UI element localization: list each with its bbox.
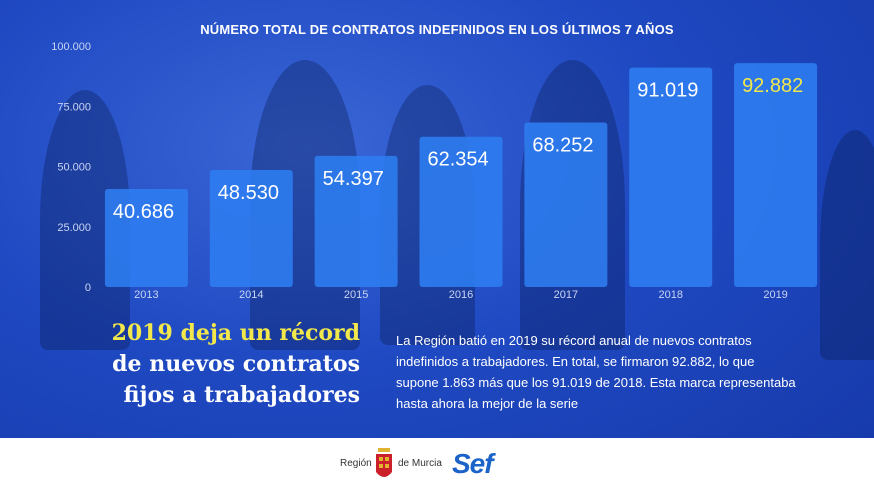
x-tick-label: 2019 [763, 289, 787, 301]
bar [209, 170, 293, 287]
footer-logos: Región de Murcia Sef [0, 438, 874, 491]
summary-paragraph: La Región batió en 2019 su récord anual … [396, 333, 796, 411]
background-silhouette [820, 130, 874, 360]
headline: 2019 deja un récord de nuevos contratos … [60, 318, 360, 411]
y-tick-label: 0 [85, 282, 91, 294]
x-tick-label: 2018 [658, 289, 682, 301]
headline-line-3: fijos a trabajadores [123, 382, 360, 408]
bar [419, 136, 503, 287]
chart-title: NÚMERO TOTAL DE CONTRATOS INDEFINIDOS EN… [200, 22, 674, 37]
x-tick-label: 2014 [239, 289, 263, 301]
x-tick-label: 2015 [344, 289, 368, 301]
bar [629, 67, 713, 287]
region-label-left: Región [340, 458, 372, 469]
bar [524, 122, 608, 287]
y-tick-label: 25.000 [57, 222, 91, 234]
headline-line-1: 2019 deja un récord [111, 320, 360, 346]
bar-value-label: 54.397 [323, 168, 384, 190]
bar [314, 155, 398, 287]
y-tick-label: 50.000 [57, 162, 91, 174]
x-tick-label: 2017 [554, 289, 578, 301]
headline-line-2: de nuevos contratos [112, 351, 360, 377]
bar-value-label: 68.252 [532, 135, 593, 157]
y-tick-label: 75.000 [57, 101, 91, 113]
region-shield-logo [376, 448, 392, 477]
bar-value-label: 62.354 [428, 149, 489, 171]
bar [734, 63, 818, 287]
x-tick-label: 2013 [134, 289, 158, 301]
region-label-right: de Murcia [398, 458, 442, 469]
bar-chart: 0 25.000 50.000 75.000 100.000 40.686 2013 48.5… [51, 41, 818, 301]
bar-value-label: 40.686 [113, 201, 174, 223]
bar-value-label: 48.530 [218, 182, 279, 204]
y-tick-label: 100.000 [51, 41, 91, 53]
x-tick-label: 2016 [449, 289, 473, 301]
sef-logo: Sef [452, 448, 494, 479]
bar-value-label: 92.882 [742, 75, 803, 97]
bar [104, 188, 188, 287]
bar-value-label: 91.019 [637, 80, 698, 102]
